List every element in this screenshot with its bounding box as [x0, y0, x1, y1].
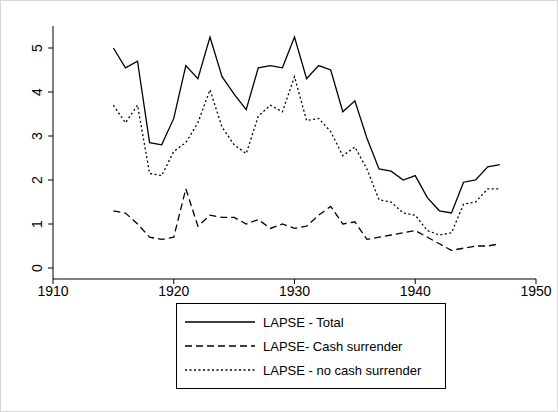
- svg-text:4: 4: [29, 88, 45, 96]
- svg-text:3: 3: [29, 132, 45, 140]
- svg-text:1950: 1950: [520, 283, 550, 299]
- svg-text:1910: 1910: [37, 283, 68, 299]
- svg-text:5: 5: [29, 44, 45, 52]
- svg-text:1920: 1920: [158, 283, 189, 299]
- svg-text:1940: 1940: [400, 283, 431, 299]
- svg-text:1: 1: [29, 220, 45, 228]
- svg-text:0: 0: [29, 264, 45, 272]
- svg-text:2: 2: [29, 176, 45, 184]
- html-text:LAPSE - Total: LAPSE - Total: [263, 314, 344, 330]
- html-text:LAPSE- Cash surrender: LAPSE- Cash surrender: [263, 338, 403, 354]
- html-text:LAPSE - no cash surrender: LAPSE - no cash surrender: [263, 362, 422, 378]
- svg-text:1930: 1930: [279, 283, 310, 299]
